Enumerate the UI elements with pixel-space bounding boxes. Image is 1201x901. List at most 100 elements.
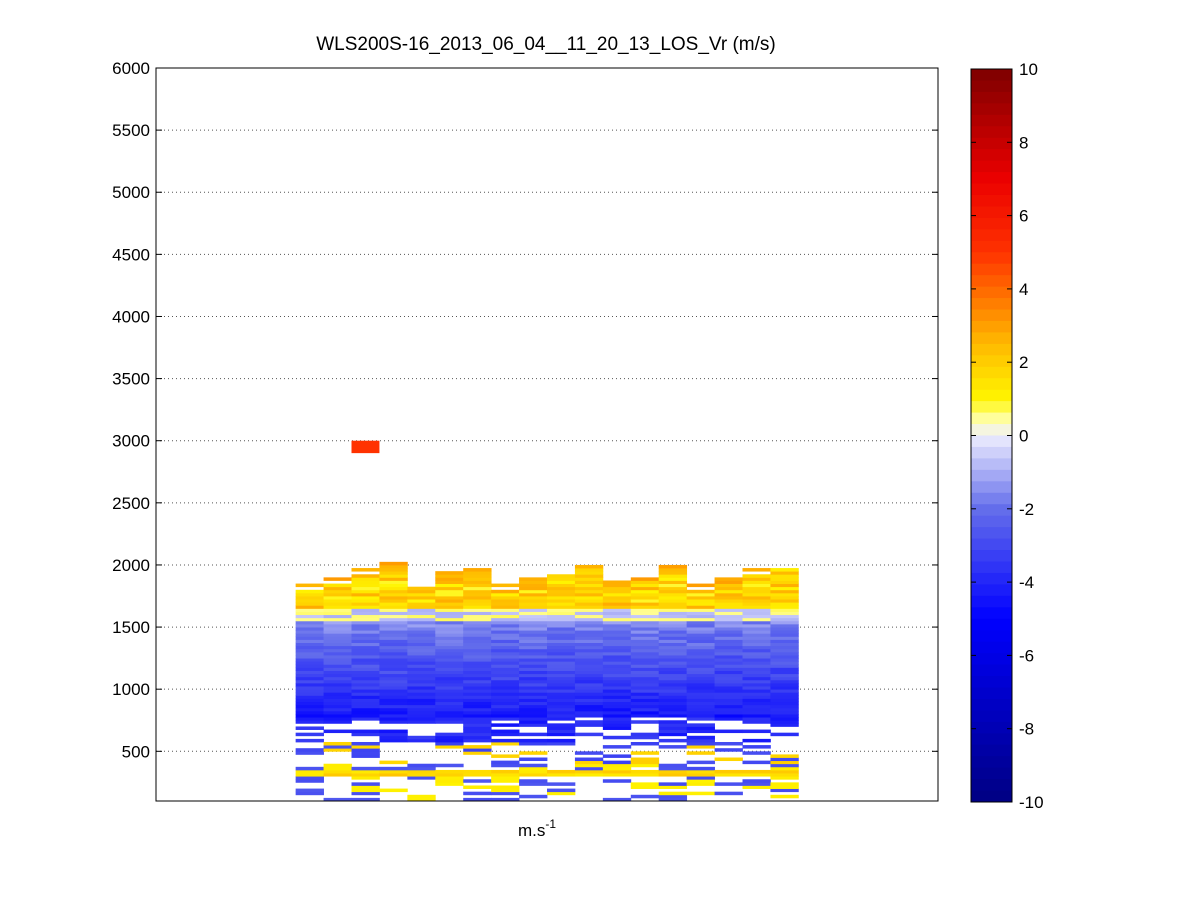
heatmap-cell [742, 599, 771, 603]
heatmap-cell [351, 655, 380, 659]
heatmap-cell [658, 707, 688, 712]
heatmap-cell [714, 636, 743, 640]
heatmap-cell [407, 766, 436, 771]
heatmap-cell [602, 583, 632, 588]
colorbar-swatch [971, 320, 1012, 333]
heatmap-cell [295, 726, 324, 730]
heatmap-cell [435, 689, 464, 693]
heatmap-cell [686, 642, 715, 647]
heatmap-cell [686, 723, 715, 727]
heatmap-cell [770, 658, 799, 662]
y-tick-label: 5000 [112, 183, 150, 202]
heatmap-cell [295, 627, 324, 631]
heatmap-cell [574, 664, 604, 668]
heatmap-cell [463, 651, 492, 656]
heatmap-cell [574, 692, 604, 696]
heatmap-cell [686, 679, 715, 684]
heatmap-cell [323, 714, 352, 718]
heatmap-cell [714, 627, 743, 631]
heatmap-cell [407, 611, 436, 616]
heatmap-cell [351, 689, 380, 693]
heatmap-cell [379, 571, 408, 575]
heatmap-cell [574, 630, 604, 634]
heatmap-cell [630, 698, 660, 703]
heatmap-cell [463, 692, 492, 696]
y-tick-label: 3500 [112, 370, 150, 389]
colorbar-swatch [971, 721, 1012, 734]
heatmap-cell [630, 583, 660, 588]
heatmap-cell [435, 630, 464, 634]
heatmap-cell [435, 782, 464, 786]
heatmap-cell [463, 627, 492, 631]
heatmap-cell [602, 633, 632, 637]
heatmap-cell [602, 658, 632, 662]
heatmap-cell [770, 782, 799, 786]
heatmap-cell [742, 617, 771, 622]
heatmap-cell [519, 698, 548, 703]
heatmap-cell [602, 651, 632, 656]
heatmap-cell [602, 689, 632, 693]
heatmap-cell [547, 729, 576, 734]
heatmap-cell [463, 617, 492, 622]
heatmap-cell [602, 686, 632, 690]
heatmap-cell [407, 620, 436, 625]
heatmap-cell [658, 726, 688, 730]
heatmap-cell [519, 751, 548, 755]
heatmap-cell [574, 732, 604, 737]
colorbar-axis: 10 8 6 4 2 0 -2 -4 -6 -8 -10 [971, 60, 1044, 812]
heatmap-cell [379, 788, 408, 793]
heatmap-cell [658, 676, 688, 681]
heatmap-cell [547, 599, 576, 603]
heatmap-cell [658, 645, 688, 650]
heatmap-cell [574, 611, 604, 616]
heatmap-cell [547, 617, 576, 622]
heatmap-cell [435, 701, 464, 706]
heatmap-cell [770, 704, 799, 709]
heatmap-cell [714, 695, 743, 699]
heatmap-cell [770, 732, 799, 737]
heatmap-cell [379, 648, 408, 653]
heatmap-cell [351, 748, 380, 752]
colorbar-swatch [971, 435, 1012, 448]
heatmap-cell [463, 614, 492, 619]
heatmap-cell [323, 741, 352, 746]
heatmap-cell [770, 614, 799, 619]
heatmap-cell [407, 642, 436, 647]
heatmap-cell [602, 779, 632, 783]
heatmap-cell [407, 686, 436, 690]
heatmap-cell [770, 714, 799, 718]
heatmap-cell [602, 636, 632, 640]
heatmap-cell [435, 735, 464, 740]
heatmap-cell [630, 707, 660, 712]
heatmap-cell [630, 714, 660, 718]
colorbar-swatch [971, 481, 1012, 494]
heatmap-cell [435, 602, 464, 606]
heatmap-cell [686, 620, 715, 625]
heatmap-cell [323, 661, 352, 665]
heatmap-cell [519, 642, 548, 647]
heatmap-cell [407, 776, 436, 780]
heatmap-cell [547, 698, 576, 703]
heatmap-cell [547, 620, 576, 625]
heatmap-cell [323, 617, 352, 622]
heatmap-cell [379, 611, 408, 616]
heatmap-cell [435, 717, 464, 721]
heatmap-cell [435, 704, 464, 709]
heatmap-cell [742, 639, 771, 643]
heatmap-cell [519, 623, 548, 628]
heatmap-cell [491, 645, 520, 650]
heatmap-cell [547, 704, 576, 709]
heatmap-cell [379, 701, 408, 706]
colorbar-swatch [971, 664, 1012, 677]
heatmap-cell [714, 729, 743, 734]
heatmap-cell [686, 614, 715, 619]
x-axis-label: m.s-1 [518, 817, 556, 840]
heatmap-cell [407, 630, 436, 634]
heatmap-cell [770, 636, 799, 640]
heatmap-cell [491, 589, 520, 594]
heatmap-cell [295, 639, 324, 643]
heatmap-cell [714, 583, 743, 588]
heatmap-cell [658, 623, 688, 628]
heatmap-cell [323, 651, 352, 656]
heatmap-cell [435, 779, 464, 783]
